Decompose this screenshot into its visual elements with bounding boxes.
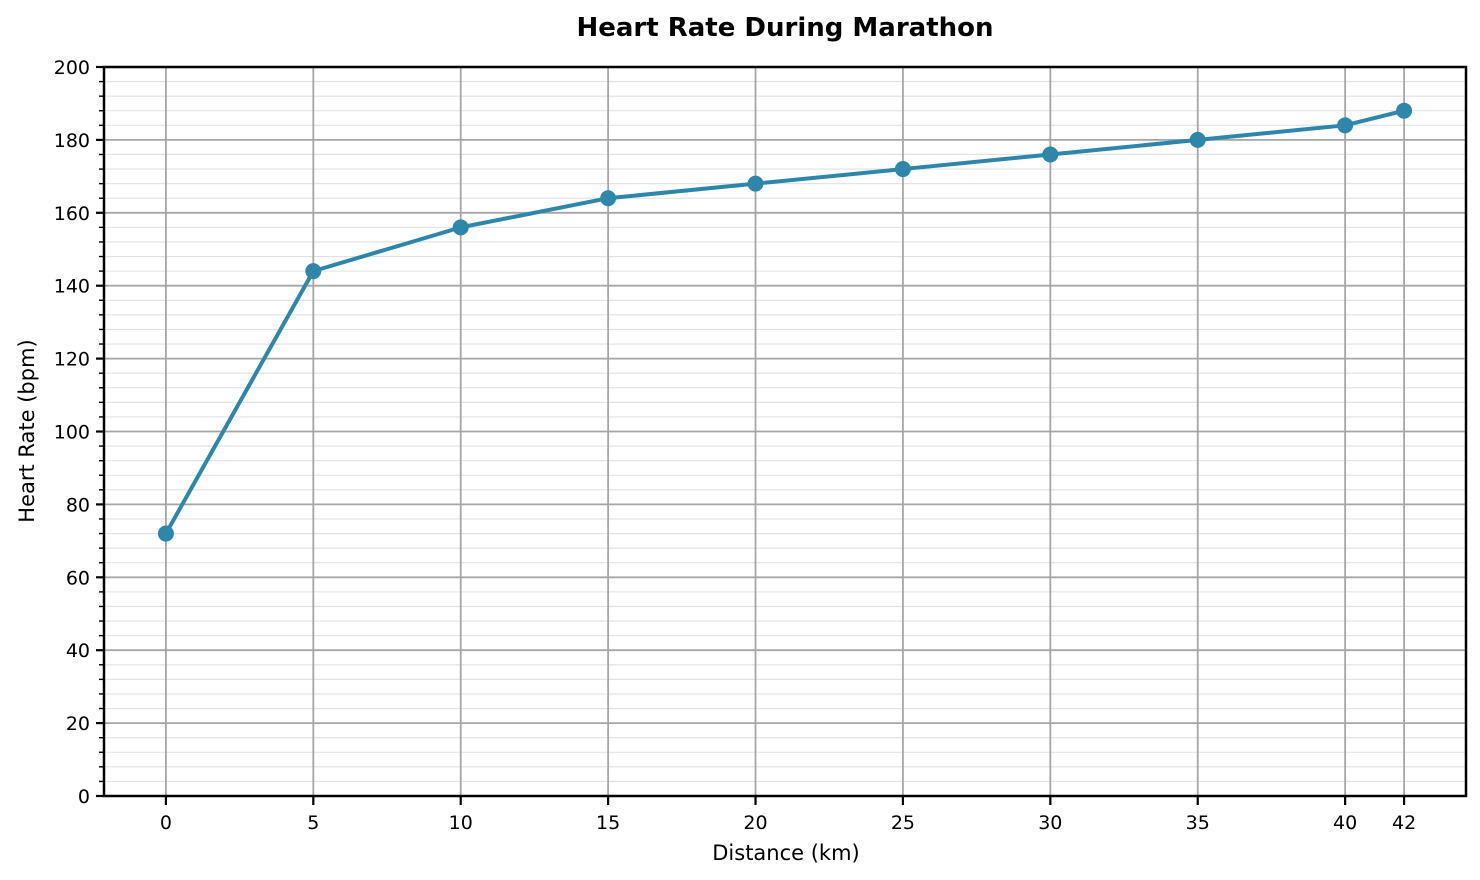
data-point <box>1396 102 1413 119</box>
x-axis-label: Distance (km) <box>712 841 860 865</box>
x-tick-label: 35 <box>1186 812 1210 834</box>
y-tick-label: 120 <box>54 349 90 371</box>
y-tick-label: 200 <box>54 57 90 79</box>
x-tick-label: 15 <box>596 812 620 834</box>
y-tick-label: 140 <box>54 276 90 298</box>
data-point <box>157 525 174 542</box>
data-point <box>894 161 911 178</box>
x-tick-label: 25 <box>891 812 915 834</box>
data-point <box>452 219 469 236</box>
x-tick-label: 5 <box>307 812 319 834</box>
x-tick-label: 30 <box>1038 812 1062 834</box>
y-tick-label: 0 <box>78 786 90 808</box>
y-tick-label: 40 <box>66 640 90 662</box>
y-tick-label: 180 <box>54 130 90 152</box>
y-tick-label: 80 <box>66 494 90 516</box>
y-tick-label: 60 <box>66 567 90 589</box>
x-tick-label: 10 <box>449 812 473 834</box>
y-tick-label: 20 <box>66 713 90 735</box>
x-tick-label: 20 <box>743 812 767 834</box>
axes-spines <box>102 65 1468 798</box>
data-point <box>600 190 617 207</box>
x-tick-label: 40 <box>1333 812 1357 834</box>
data-point <box>747 175 764 192</box>
data-point <box>1189 131 1206 148</box>
y-tick-label: 100 <box>54 422 90 444</box>
data-point <box>1337 117 1354 134</box>
data-line <box>163 108 1407 536</box>
y-tick-label: 160 <box>54 203 90 225</box>
data-point <box>305 263 322 280</box>
data-point <box>1042 146 1059 163</box>
x-tick-label: 42 <box>1392 812 1416 834</box>
chart-title: Heart Rate During Marathon <box>576 13 994 43</box>
x-tick-label: 0 <box>160 812 172 834</box>
